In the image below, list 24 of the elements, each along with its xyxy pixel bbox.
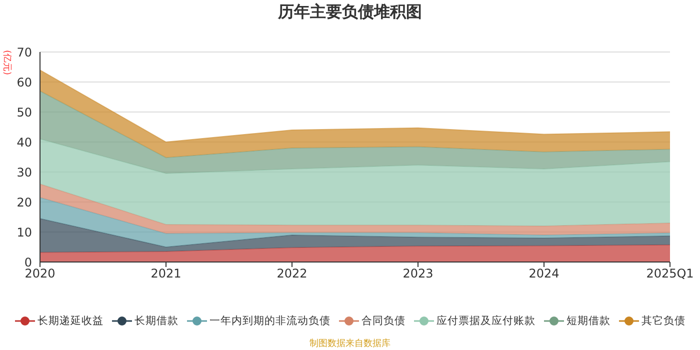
x-tick-label: 2023: [402, 266, 434, 281]
x-tick-label: 2021: [150, 266, 182, 281]
y-tick-label: 10: [16, 225, 32, 240]
y-tick-label: 60: [16, 75, 32, 90]
legend-label: 一年内到期的非流动负债: [210, 314, 330, 328]
y-tick-label: 40: [16, 135, 32, 150]
y-tick-label: 30: [16, 165, 32, 180]
x-tick-label: 2022: [276, 266, 308, 281]
legend-label: 其它负债: [642, 314, 686, 328]
legend-label: 短期借款: [566, 314, 610, 328]
x-tick-label: 2020: [24, 266, 56, 281]
y-tick-label: 70: [16, 45, 32, 60]
legend-label: 合同负债: [362, 314, 406, 328]
text: 制图数据来自数据库: [310, 339, 390, 349]
legend-label: 长期借款: [134, 314, 178, 328]
x-tick-label: 2024: [528, 266, 560, 281]
y-tick-label: 20: [16, 195, 32, 210]
y-tick-label: 50: [16, 105, 32, 120]
y-axis-title: (亿元): [2, 50, 13, 76]
legend-label: 长期递延收益: [38, 314, 104, 328]
chart-title: 历年主要负债堆积图: [276, 2, 423, 23]
y-tick-label: 0: [24, 255, 32, 270]
legend-label: 应付票据及应付账款: [436, 314, 536, 328]
x-tick-label: 2025Q1: [646, 266, 694, 281]
